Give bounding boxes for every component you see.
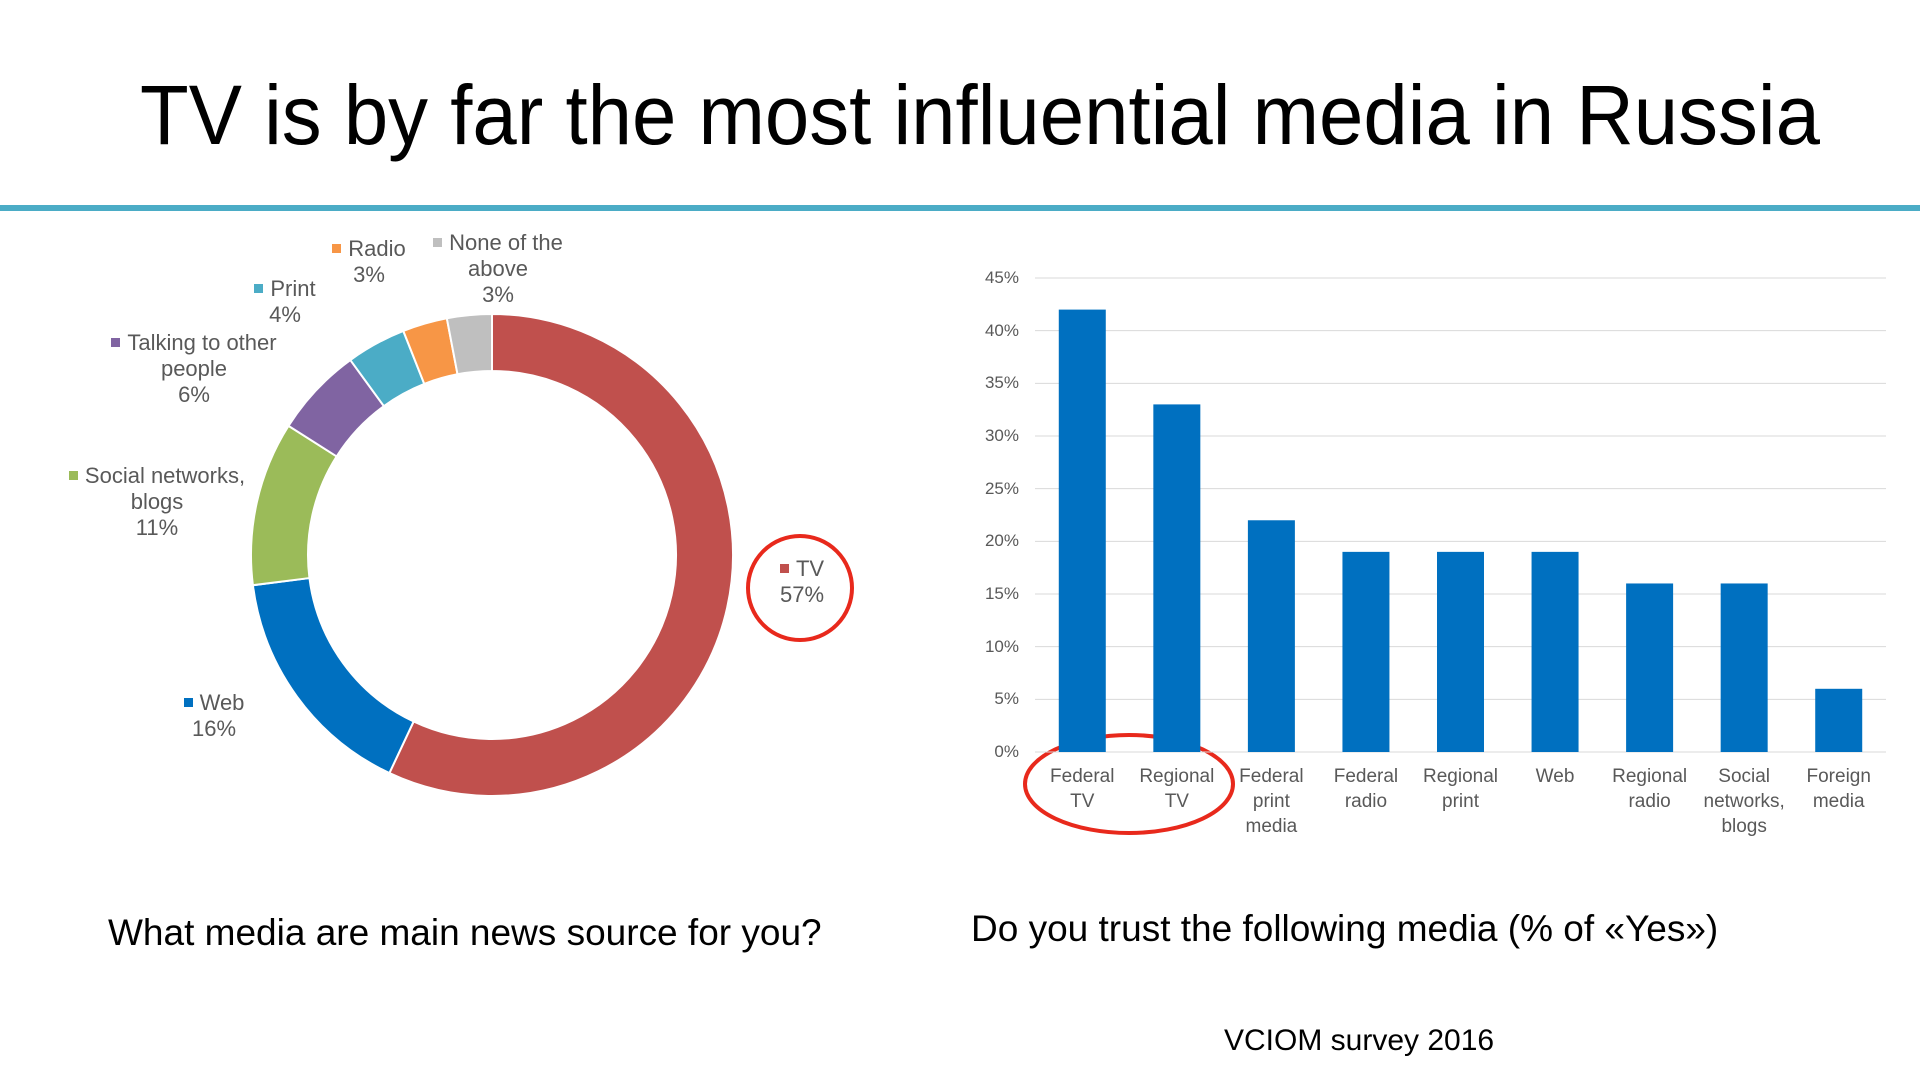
bar	[1437, 551, 1484, 752]
category-label: Print	[270, 276, 316, 301]
data-label: Talking to other people 6%	[89, 330, 299, 408]
value-label: 4%	[269, 302, 301, 327]
data-label: Web 16%	[164, 690, 264, 742]
source: VCIOM survey 2016	[1224, 1024, 1495, 1057]
legend-swatch	[68, 471, 78, 480]
data-label: None of the above 3%	[416, 230, 581, 308]
x-tick-label: Federal print media	[1239, 766, 1304, 837]
x-tick-label: Regional print	[1423, 766, 1498, 812]
data-label: TV 57%	[762, 556, 842, 608]
value-label: 3%	[482, 282, 514, 307]
legend-swatch	[111, 338, 121, 347]
x-tick-label: Social networks, blogs	[1703, 766, 1785, 837]
y-tick-label: 40%	[984, 320, 1019, 340]
data-label: Social networks, blogs 11%	[50, 463, 265, 541]
bar-caption: Do you trust the following media (% of «…	[971, 908, 1719, 949]
bar	[1342, 551, 1390, 752]
value-label: 3%	[353, 262, 385, 287]
highlight-circle	[746, 534, 854, 642]
highlight-ellipse	[1023, 733, 1235, 835]
category-label: TV	[795, 556, 825, 581]
y-tick-label: 10%	[984, 636, 1019, 656]
y-tick-label: 20%	[984, 531, 1019, 551]
bar	[1153, 404, 1201, 752]
value-label: 57%	[779, 582, 825, 607]
x-tick-label: Federal TV	[1050, 766, 1115, 812]
y-tick-label: 45%	[984, 268, 1019, 287]
bar	[1815, 688, 1863, 752]
bar	[1531, 551, 1579, 752]
category-label: Social networks, blogs	[84, 463, 246, 514]
donut-caption: What media are main news source for you?	[108, 912, 822, 953]
x-tick-label: Regional TV	[1139, 766, 1215, 812]
y-tick-label: 5%	[994, 689, 1019, 709]
legend-swatch	[183, 698, 193, 707]
category-label: Radio	[348, 236, 406, 261]
bar	[1720, 583, 1768, 752]
x-tick-label: Foreign media	[1806, 766, 1871, 812]
y-tick-label: 35%	[984, 373, 1019, 393]
donut-segment	[445, 312, 493, 376]
category-label: Web	[199, 690, 245, 715]
value-label: 11%	[135, 515, 179, 540]
value-label: 6%	[178, 382, 210, 407]
data-label: Radio 3%	[319, 236, 419, 288]
category-label: None of the above	[449, 230, 563, 281]
y-tick-label: 30%	[984, 426, 1019, 445]
data-label: Print 4%	[230, 276, 340, 328]
y-tick-label: 0%	[994, 742, 1019, 761]
bar	[1626, 583, 1674, 752]
x-tick-label: Federal radio	[1333, 766, 1399, 812]
legend-swatch	[254, 284, 264, 293]
legend-swatch	[433, 238, 443, 247]
legend-swatch	[332, 244, 342, 253]
y-tick-label: 15%	[984, 584, 1019, 603]
x-tick-label: Regional radio	[1612, 766, 1688, 812]
value-label: 16%	[191, 716, 237, 741]
title-rule	[0, 205, 1920, 211]
donut-segment	[388, 312, 734, 797]
y-tick-label: 25%	[984, 478, 1019, 498]
x-tick-label: Web	[1535, 766, 1575, 787]
legend-swatch	[779, 564, 789, 573]
category-label: Talking to other people	[127, 330, 277, 381]
bar	[1058, 309, 1106, 752]
bar	[1247, 520, 1295, 752]
slide-title: TV is by far the most influential media …	[140, 68, 1820, 162]
donut-segment	[251, 576, 415, 775]
